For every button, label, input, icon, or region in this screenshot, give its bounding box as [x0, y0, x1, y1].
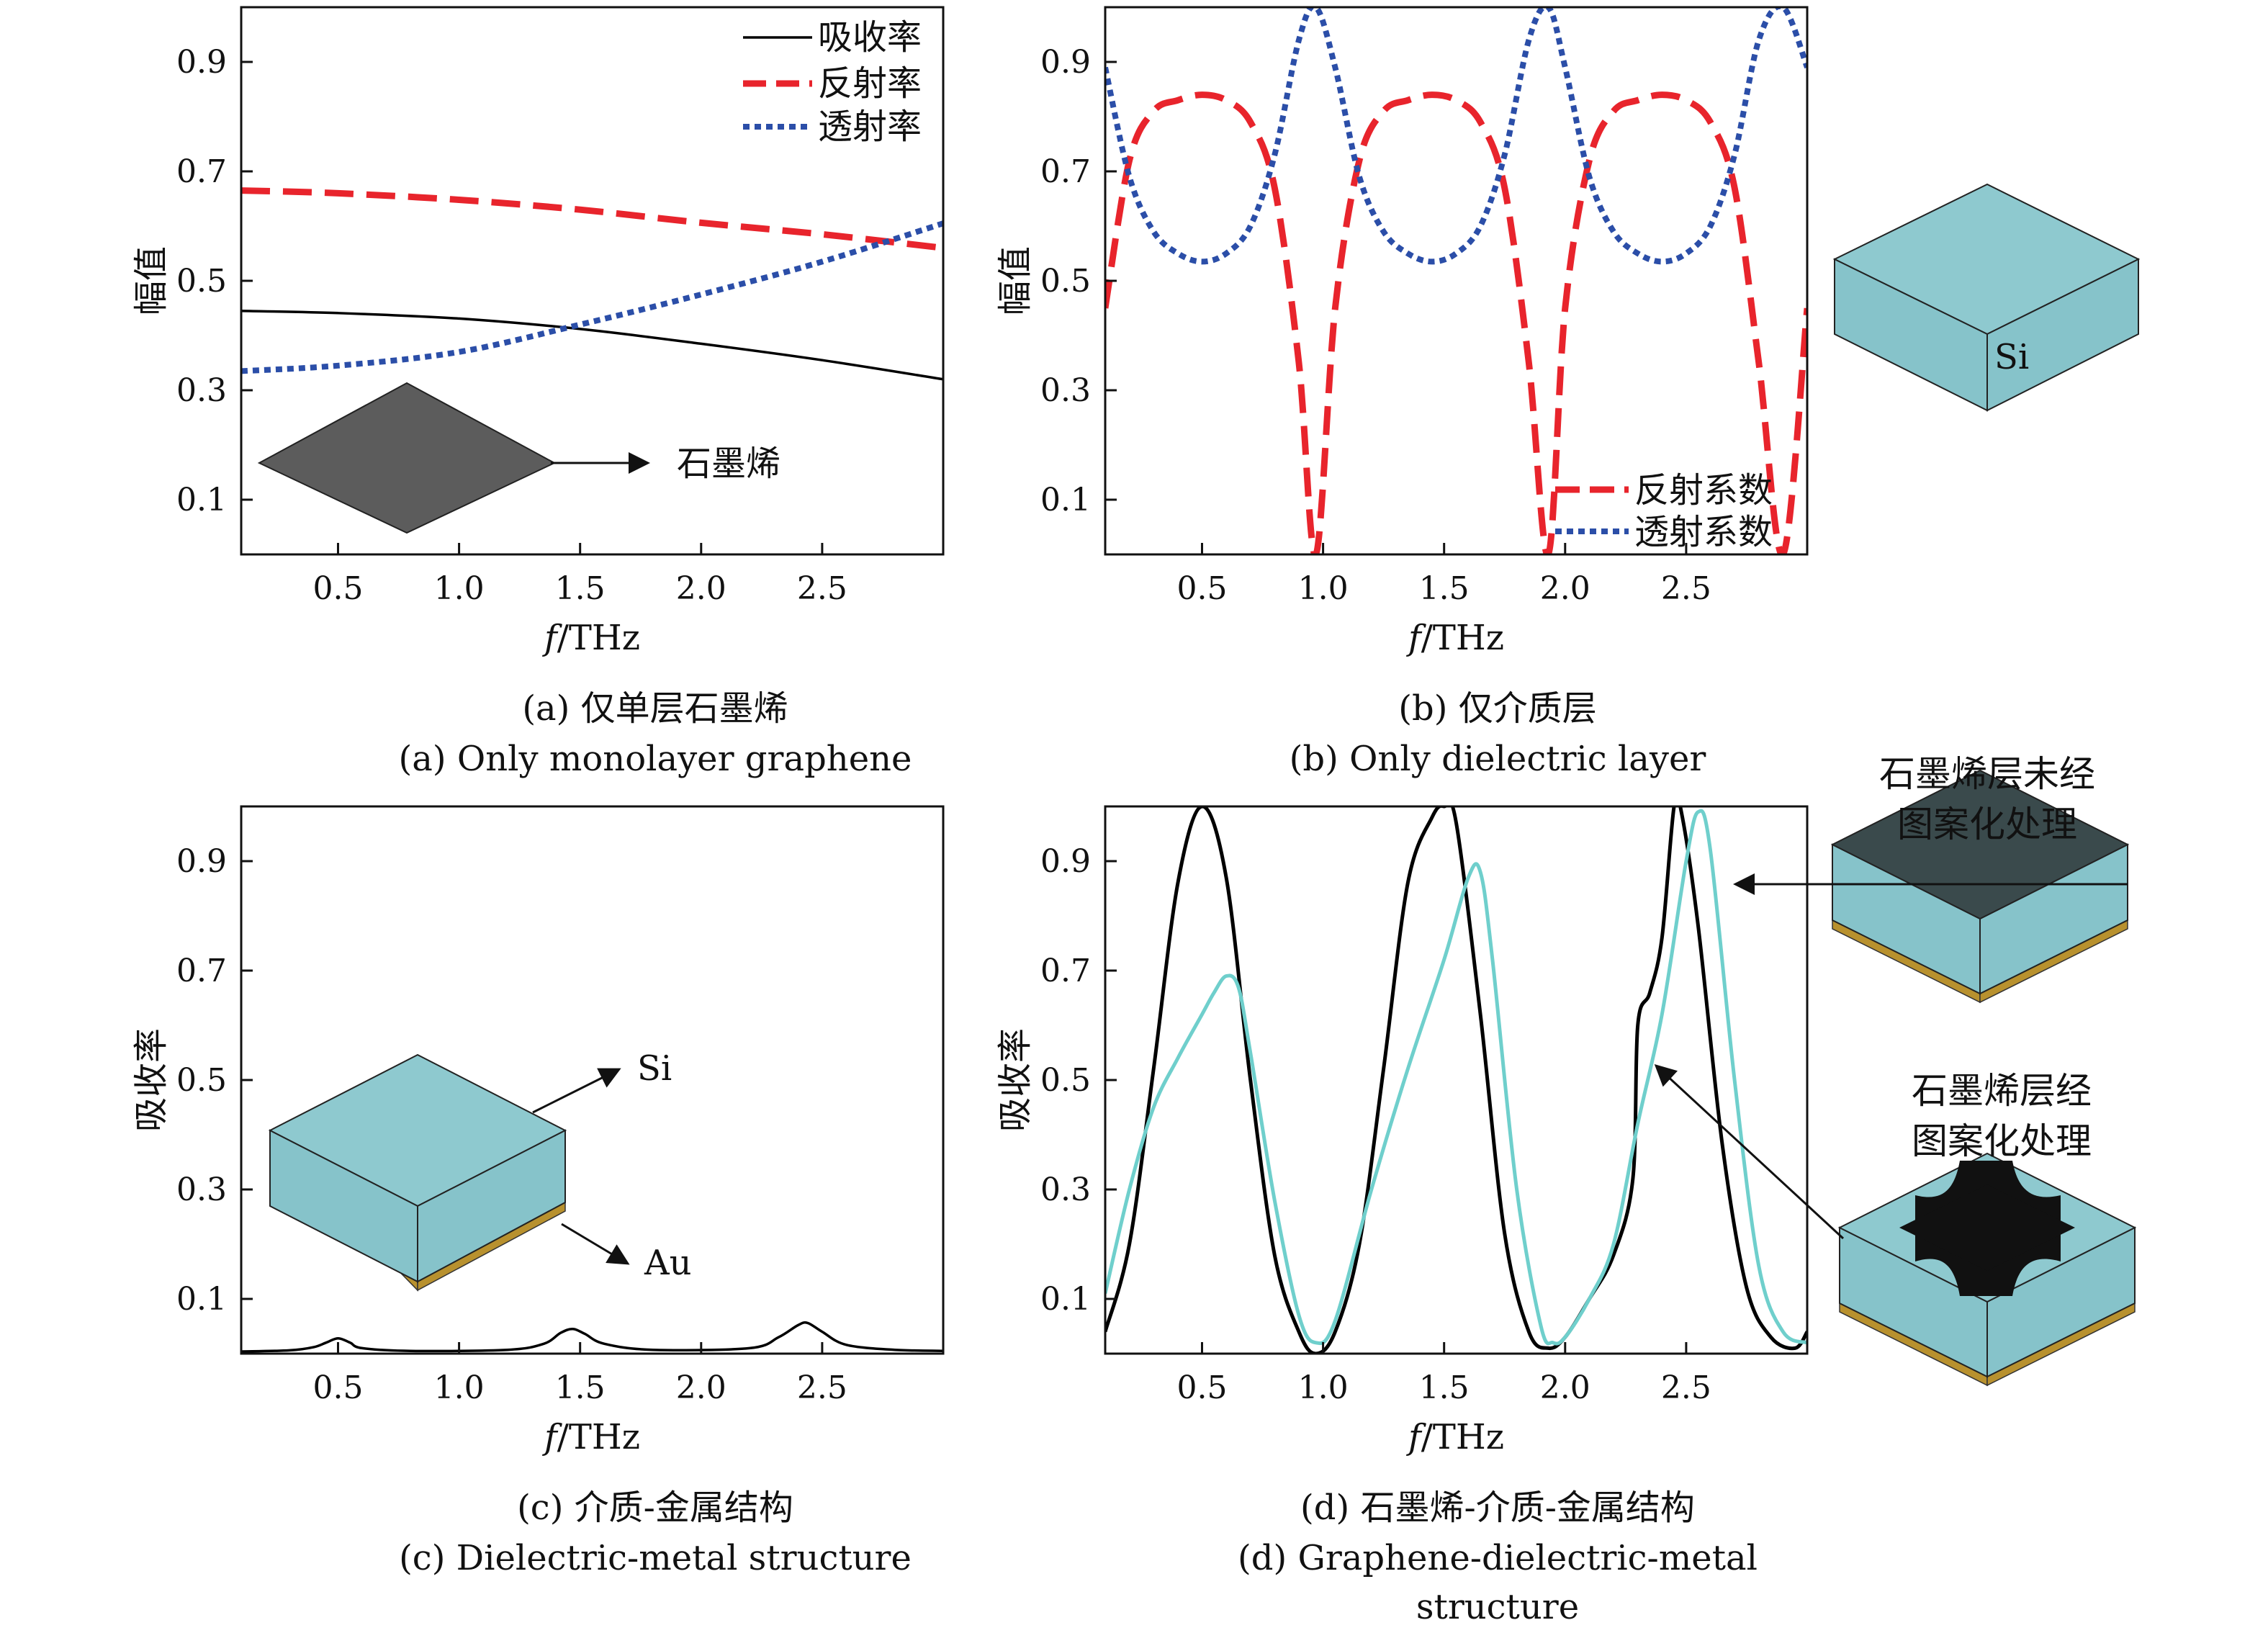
y-tick-label-a-4: 0.9 — [176, 44, 227, 81]
caption-d-en: (d) Graphene-dielectric-metal structure — [1238, 1538, 1758, 1627]
y-tick-label-d-1: 0.3 — [1040, 1171, 1091, 1208]
x-tick-label-c-1: 1.0 — [434, 1369, 485, 1406]
si-arrow — [532, 1068, 621, 1114]
y-tick-label-b-3: 0.7 — [1040, 153, 1091, 190]
series-line-a-2 — [241, 220, 943, 374]
caption-b-zh: (b) 仅介质层 — [1398, 688, 1597, 729]
series-line-a-0 — [241, 310, 943, 381]
plot-frame-c — [240, 805, 945, 1355]
y-tick-label-b-4: 0.9 — [1040, 44, 1091, 81]
x-tick-label-a-3: 2.0 — [676, 570, 726, 607]
legend-label-a-0: 吸收率 — [818, 17, 922, 58]
series-line-d-0 — [1105, 806, 1807, 1354]
x-tick-label-d-3: 2.0 — [1540, 1369, 1590, 1406]
x-tick-label-b-4: 2.5 — [1661, 570, 1711, 607]
y-tick-label-c-4: 0.9 — [176, 843, 227, 880]
annotation-patterned: 石墨烯层经 图案化处理 — [1912, 1070, 2092, 1162]
y-tick-label-a-3: 0.7 — [176, 153, 227, 190]
graphene-layer-d1 — [1830, 769, 2130, 920]
caption-a-zh: (a) 仅单层石墨烯 — [522, 688, 788, 729]
y-axis-label-c: 吸收率 — [131, 1028, 171, 1132]
plot-frame-d — [1104, 805, 1809, 1355]
series-line-a-1 — [241, 187, 943, 251]
legend-label-a-2: 透射率 — [818, 107, 922, 147]
x-tick-label-b-2: 1.5 — [1419, 570, 1470, 607]
y-tick-label-b-0: 0.1 — [1040, 482, 1091, 518]
si-block-label: Si — [1994, 337, 2029, 377]
y-tick-label-c-0: 0.1 — [176, 1281, 227, 1318]
series-line-c-0 — [241, 1321, 943, 1353]
caption-d-zh: (d) 石墨烯-介质-金属结构 — [1300, 1488, 1695, 1528]
y-tick-label-d-0: 0.1 — [1040, 1281, 1091, 1318]
legend-label-b-1: 透射系数 — [1634, 512, 1773, 552]
y-tick-label-c-3: 0.7 — [176, 953, 227, 989]
arrow-patterned — [1654, 1063, 1845, 1240]
series-line-b-1 — [1105, 7, 1807, 265]
caption-b-en: (b) Only dielectric layer — [1289, 739, 1706, 779]
y-axis-label-a: 幅值 — [131, 246, 171, 315]
x-axis-label-a: f/THz — [542, 618, 640, 658]
au-label-c: Au — [644, 1243, 692, 1283]
y-tick-label-d-2: 0.5 — [1040, 1062, 1091, 1099]
x-tick-label-b-1: 1.0 — [1298, 570, 1349, 607]
y-tick-label-b-1: 0.3 — [1040, 372, 1091, 409]
y-tick-label-b-2: 0.5 — [1040, 263, 1091, 300]
graphene-label: 石墨烯 — [677, 444, 780, 484]
y-tick-label-a-2: 0.5 — [176, 263, 227, 300]
caption-c-en: (c) Dielectric-metal structure — [399, 1538, 912, 1578]
y-axis-label-d: 吸收率 — [995, 1028, 1035, 1132]
x-tick-label-b-0: 0.5 — [1176, 570, 1227, 607]
x-tick-label-c-4: 2.5 — [797, 1369, 847, 1406]
si-au-block-right — [417, 1129, 566, 1283]
annotation-unpatterned: 石墨烯层未经 图案化处理 — [1879, 753, 2095, 845]
legend-label-b-0: 反射系数 — [1634, 470, 1773, 510]
caption-a-en: (a) Only monolayer graphene — [398, 739, 912, 779]
y-tick-label-d-3: 0.7 — [1040, 953, 1091, 989]
y-tick-label-c-1: 0.3 — [176, 1171, 227, 1208]
x-tick-label-c-0: 0.5 — [312, 1369, 363, 1406]
x-axis-label-c: f/THz — [542, 1417, 640, 1457]
x-tick-label-c-2: 1.5 — [555, 1369, 606, 1406]
x-tick-label-a-1: 1.0 — [434, 570, 485, 607]
x-tick-label-a-2: 1.5 — [555, 570, 606, 607]
x-tick-label-a-4: 2.5 — [797, 570, 847, 607]
x-axis-label-d: f/THz — [1406, 1417, 1504, 1457]
caption-c-zh: (c) 介质-金属结构 — [517, 1488, 793, 1528]
x-tick-label-d-4: 2.5 — [1661, 1369, 1711, 1406]
x-tick-label-a-0: 0.5 — [312, 570, 363, 607]
si-block-right — [1986, 258, 2139, 412]
au-arrow — [561, 1223, 630, 1265]
x-axis-label-b: f/THz — [1406, 618, 1504, 658]
x-tick-label-d-0: 0.5 — [1176, 1369, 1227, 1406]
graphene-sheet-shape — [257, 382, 557, 534]
legend-label-a-1: 反射率 — [818, 63, 922, 104]
x-tick-label-c-3: 2.0 — [676, 1369, 726, 1406]
x-tick-label-d-1: 1.0 — [1298, 1369, 1349, 1406]
y-axis-label-b: 幅值 — [995, 246, 1035, 315]
y-tick-label-a-1: 0.3 — [176, 372, 227, 409]
series-line-b-0 — [1105, 91, 1807, 554]
y-tick-label-d-4: 0.9 — [1040, 843, 1091, 880]
series-line-d-1 — [1105, 809, 1807, 1346]
x-tick-label-b-3: 2.0 — [1540, 570, 1590, 607]
y-tick-label-a-0: 0.1 — [176, 482, 227, 518]
patterned-graphene-center — [1899, 1184, 2075, 1271]
y-tick-label-c-2: 0.5 — [176, 1062, 227, 1099]
x-tick-label-d-2: 1.5 — [1419, 1369, 1470, 1406]
si-label-c: Si — [637, 1048, 672, 1089]
